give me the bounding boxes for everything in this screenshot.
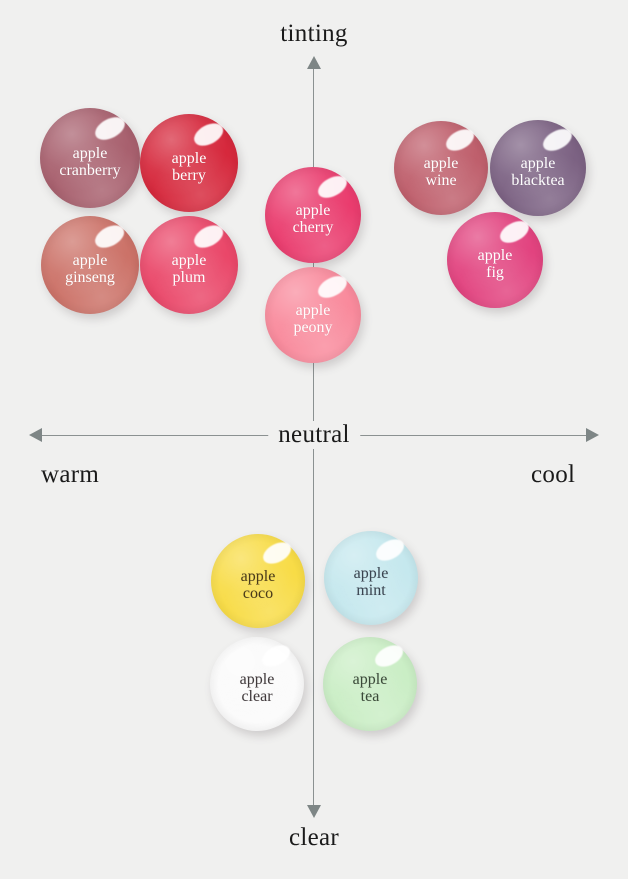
- arrow-up-icon: [307, 56, 321, 69]
- bead-peony[interactable]: apple peony: [265, 267, 361, 363]
- arrow-left-icon: [29, 428, 42, 442]
- bead-berry[interactable]: apple berry: [140, 114, 238, 212]
- bead-tea[interactable]: apple tea: [323, 637, 417, 731]
- bead-clear[interactable]: apple clear: [210, 637, 304, 731]
- arrow-down-icon: [307, 805, 321, 818]
- axis-label-warm: warm: [41, 461, 100, 488]
- axis-label-clear: clear: [288, 824, 340, 851]
- axis-label-tinting: tinting: [280, 20, 348, 47]
- bead-cranberry[interactable]: apple cranberry: [40, 108, 140, 208]
- bead-wine[interactable]: apple wine: [394, 121, 488, 215]
- bead-cherry[interactable]: apple cherry: [265, 167, 361, 263]
- bead-coco[interactable]: apple coco: [211, 534, 305, 628]
- bead-fig[interactable]: apple fig: [447, 212, 543, 308]
- axis-label-cool: cool: [531, 461, 576, 488]
- bead-mint[interactable]: apple mint: [324, 531, 418, 625]
- bead-plum[interactable]: apple plum: [140, 216, 238, 314]
- axis-label-neutral: neutral: [268, 421, 360, 449]
- bead-ginseng[interactable]: apple ginseng: [41, 216, 139, 314]
- arrow-right-icon: [586, 428, 599, 442]
- bead-blacktea[interactable]: apple blacktea: [490, 120, 586, 216]
